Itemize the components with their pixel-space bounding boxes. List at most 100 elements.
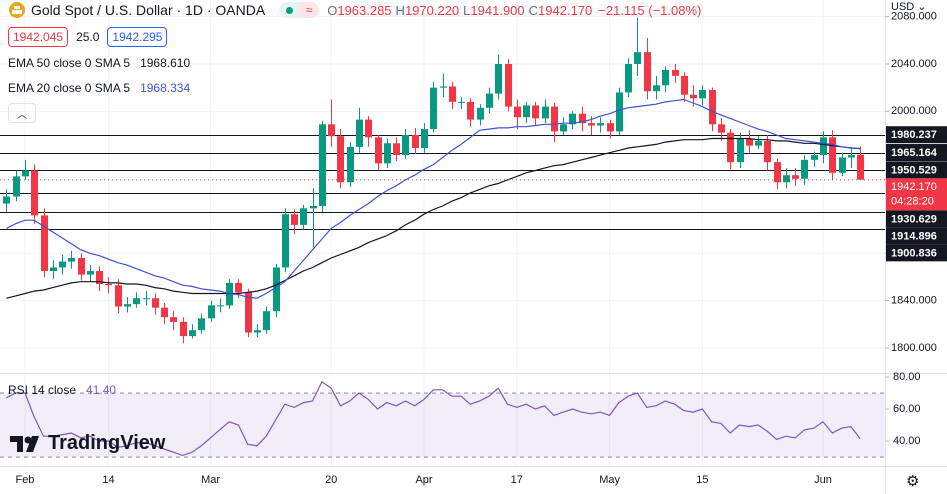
- candle-body: [96, 271, 103, 285]
- level-label-box: [886, 244, 947, 262]
- candle-body: [68, 258, 75, 262]
- last-price-box: [886, 178, 947, 211]
- candle-body: [634, 52, 641, 65]
- ema-line: [6, 98, 861, 299]
- candle-body: [440, 86, 447, 88]
- candle-body: [254, 330, 261, 333]
- x-tick-label: 17: [511, 474, 523, 486]
- currency[interactable]: USD ⌄: [891, 1, 927, 13]
- x-tick-label: May: [599, 474, 620, 486]
- candle-body: [662, 69, 669, 86]
- logo: TradingView: [10, 432, 165, 455]
- candle-body: [746, 138, 753, 146]
- candle-body: [31, 170, 38, 216]
- legend-value: 1968.610: [140, 56, 191, 70]
- candle-body: [848, 155, 855, 158]
- candle-body: [115, 285, 122, 307]
- x-tick-label: 20: [325, 474, 337, 486]
- candle-body: [514, 106, 521, 118]
- chart-title: Gold Spot / U.S. Dollar · 1D · OANDA: [31, 2, 266, 18]
- level-label-box: [886, 227, 947, 245]
- legend-ema50: EMA 50 close 0 SMA 5 1968.610: [8, 56, 190, 70]
- countdown: 04:28:20: [891, 195, 934, 207]
- candle-body: [644, 52, 651, 92]
- candle-body: [402, 134, 409, 156]
- y-tick-label: 1840.000: [891, 295, 937, 307]
- candle-body: [551, 106, 558, 132]
- candle-body: [310, 205, 317, 209]
- candle-body: [152, 298, 159, 308]
- candle-body: [839, 157, 846, 173]
- candle-body: [180, 321, 187, 337]
- candle-body: [208, 305, 215, 319]
- candle-body: [811, 155, 818, 160]
- candle-body: [801, 159, 808, 179]
- collapse-button[interactable]: ︿: [8, 103, 36, 123]
- quote: O1963.285 H1970.220 L1941.900 C1942.170: [327, 3, 592, 18]
- gold-icon: [9, 2, 25, 18]
- candle-body: [783, 175, 790, 183]
- level-label-box: [886, 210, 947, 228]
- quote-value: 1970.220: [404, 2, 460, 18]
- candle-body: [105, 284, 112, 286]
- candle-body: [477, 107, 484, 120]
- bid[interactable]: 1942.045: [8, 27, 69, 47]
- level-label: 1965.164: [891, 147, 938, 159]
- currency-label: USD: [891, 1, 915, 13]
- y-tick-label: 80.00: [893, 371, 921, 383]
- y-tick-label: 2040.000: [891, 58, 937, 70]
- candle-body: [829, 137, 836, 173]
- candle-body: [87, 271, 94, 275]
- legend-name: EMA 50 close 0 SMA 5: [8, 56, 131, 70]
- x-tick-label: 15: [696, 474, 708, 486]
- status-dot: [279, 2, 300, 18]
- spread: 25.0: [76, 30, 100, 44]
- y-tick-label: 1800.000: [891, 342, 937, 354]
- candle-body: [449, 86, 456, 102]
- legend-value: 1968.334: [140, 81, 191, 95]
- candle-body: [347, 146, 354, 183]
- candle-body: [495, 64, 502, 94]
- candle-body: [430, 87, 437, 130]
- last-price-label: 1942.170: [891, 181, 937, 193]
- header: Gold Spot / U.S. Dollar · 1D · OANDA ≈ O…: [8, 1, 701, 19]
- quote-label: H: [395, 2, 405, 18]
- level-label: 1914.896: [891, 230, 937, 242]
- candle-body: [542, 106, 549, 119]
- candle-body: [133, 298, 140, 305]
- quote-value: 1941.900: [470, 2, 525, 18]
- level-label: 1980.237: [891, 129, 937, 141]
- settings-icon[interactable]: ⚙: [906, 473, 920, 490]
- candle-body: [709, 90, 716, 125]
- x-tick-label: Mar: [201, 474, 220, 486]
- candle-body: [189, 330, 196, 337]
- candle-body: [737, 138, 744, 163]
- quote-label: L: [463, 2, 471, 18]
- candle-body: [616, 92, 623, 132]
- candle-body: [569, 113, 576, 125]
- candle-body: [375, 137, 382, 164]
- candle-body: [291, 214, 298, 225]
- price-row: 1942.045 25.0 1942.295: [8, 27, 168, 47]
- candle-body: [727, 132, 734, 163]
- candle-body: [588, 123, 595, 126]
- candle-body: [857, 154, 864, 180]
- quote-value: 1963.285: [337, 2, 392, 18]
- y-tick-label: 40.00: [893, 435, 921, 447]
- rsi-line: [6, 380, 861, 457]
- candle-body: [690, 94, 697, 99]
- candle-body: [365, 119, 372, 138]
- candle-body: [337, 136, 344, 183]
- ask[interactable]: 1942.295: [107, 27, 168, 47]
- ema-line: [6, 137, 861, 299]
- quote-value: 1942.170: [538, 2, 593, 18]
- level-label-box: [886, 126, 947, 144]
- candle-body: [625, 64, 632, 93]
- quote-label: C: [528, 2, 539, 18]
- candle-body: [486, 93, 493, 108]
- rsi-band: [0, 393, 885, 458]
- candle-body: [78, 258, 85, 275]
- candle-body: [774, 162, 781, 183]
- status-pill[interactable]: ≈: [279, 2, 320, 18]
- candle-body: [161, 307, 168, 318]
